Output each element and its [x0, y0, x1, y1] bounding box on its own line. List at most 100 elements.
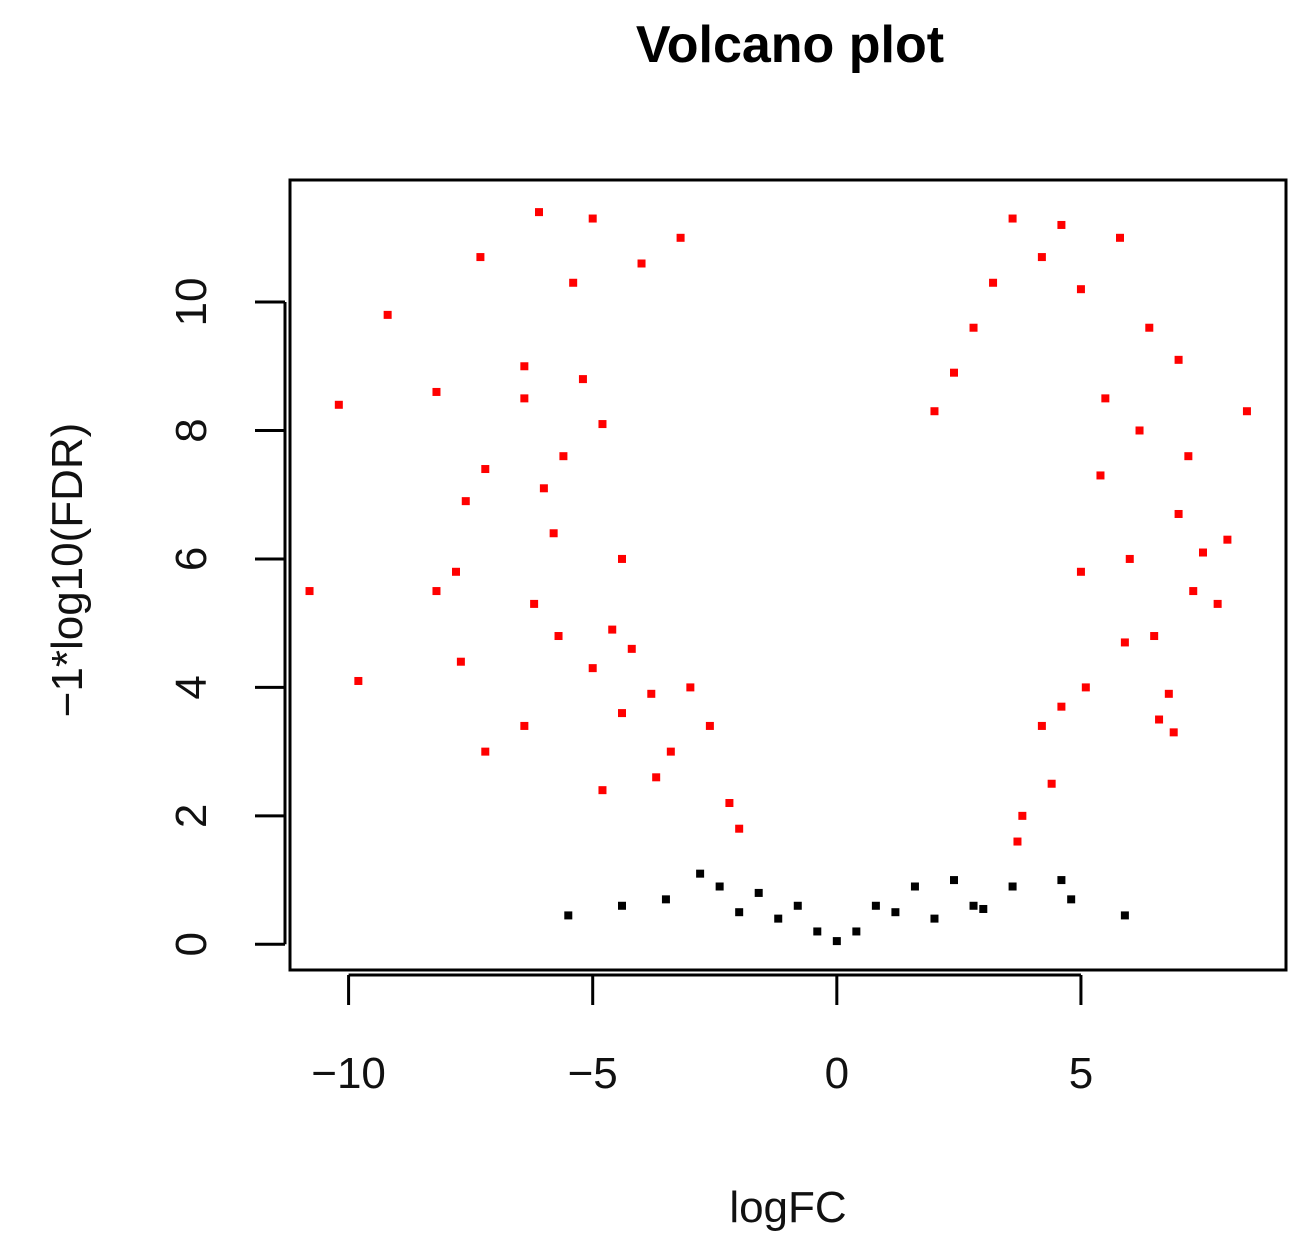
significant-point — [618, 709, 626, 718]
nonsignificant-point — [754, 888, 763, 897]
significant-point — [989, 278, 998, 287]
significant-point — [481, 747, 490, 756]
points-layer — [305, 208, 1251, 946]
significant-point — [1008, 214, 1017, 223]
significant-point — [578, 375, 587, 384]
nonsignificant-point — [871, 901, 880, 910]
significant-point — [705, 721, 714, 730]
significant-point — [735, 824, 744, 833]
significant-point — [530, 599, 539, 608]
y-tick-label: 0 — [167, 932, 216, 956]
significant-point — [930, 407, 939, 416]
x-tick-label: 5 — [1069, 1049, 1093, 1098]
significant-point — [1155, 715, 1164, 724]
y-tick-label: 10 — [167, 278, 216, 327]
chart-title: Volcano plot — [636, 16, 944, 74]
significant-point — [725, 799, 734, 808]
nonsignificant-point — [1057, 876, 1066, 885]
significant-point — [652, 773, 661, 782]
significant-point — [637, 259, 646, 268]
nonsignificant-point — [813, 927, 822, 936]
significant-point — [1081, 683, 1090, 692]
significant-point — [1174, 509, 1183, 518]
significant-point — [608, 625, 617, 634]
significant-point — [1145, 323, 1154, 332]
significant-point — [1169, 728, 1178, 737]
significant-point — [452, 567, 460, 576]
significant-point — [1076, 285, 1085, 294]
significant-point — [432, 387, 441, 396]
significant-point — [1184, 452, 1193, 461]
significant-point — [354, 676, 363, 685]
nonsignificant-point — [852, 927, 861, 936]
significant-point — [520, 721, 529, 730]
nonsignificant-point — [910, 882, 919, 891]
significant-point — [1018, 811, 1027, 820]
y-tick-label: 8 — [167, 418, 216, 442]
nonsignificant-point — [979, 904, 988, 913]
significant-point — [950, 368, 958, 377]
significant-point — [1047, 779, 1056, 788]
nonsignificant-point — [1120, 911, 1129, 920]
nonsignificant-point — [969, 901, 978, 910]
nonsignificant-point — [735, 908, 744, 917]
significant-point — [1164, 689, 1173, 698]
significant-point — [1096, 471, 1105, 480]
significant-point — [1013, 837, 1022, 846]
significant-point — [549, 529, 558, 538]
significant-point — [456, 657, 465, 666]
significant-point — [1057, 220, 1066, 229]
significant-point — [1174, 355, 1183, 364]
nonsignificant-point — [715, 882, 724, 891]
significant-point — [1125, 554, 1134, 563]
significant-point — [305, 587, 314, 596]
nonsignificant-point — [950, 876, 958, 885]
nonsignificant-point — [930, 914, 939, 923]
x-axis: −10 −5 0 5 — [311, 973, 1093, 1098]
significant-point — [588, 664, 597, 673]
significant-point — [666, 747, 675, 756]
significant-point — [569, 278, 578, 287]
significant-point — [476, 253, 485, 262]
nonsignificant-point — [618, 901, 626, 910]
y-tick-label: 2 — [167, 804, 216, 828]
significant-point — [618, 554, 626, 563]
nonsignificant-point — [793, 901, 802, 910]
y-axis: 0 2 4 6 8 10 — [167, 278, 287, 957]
y-tick-label: 6 — [167, 547, 216, 571]
y-tick-label: 4 — [167, 675, 216, 699]
significant-point — [969, 323, 978, 332]
x-tick-label: −5 — [568, 1049, 618, 1098]
x-tick-label: −10 — [311, 1049, 386, 1098]
nonsignificant-point — [661, 895, 670, 904]
significant-point — [1037, 721, 1046, 730]
significant-point — [1189, 587, 1198, 596]
significant-point — [481, 465, 490, 474]
significant-point — [598, 420, 607, 429]
significant-point — [520, 362, 529, 371]
nonsignificant-point — [891, 908, 900, 917]
significant-point — [1150, 632, 1159, 641]
plot-frame — [288, 178, 1288, 972]
significant-point — [1037, 253, 1046, 262]
significant-point — [588, 214, 597, 223]
significant-point — [1135, 426, 1144, 435]
significant-point — [1242, 407, 1251, 416]
significant-point — [1057, 702, 1066, 711]
significant-point — [334, 400, 343, 409]
significant-point — [1116, 233, 1124, 242]
significant-point — [1199, 548, 1207, 557]
significant-point — [1101, 394, 1110, 403]
significant-point — [686, 683, 695, 692]
y-axis-label: −1*log10(FDR) — [43, 423, 92, 718]
nonsignificant-point — [774, 914, 783, 923]
significant-point — [554, 632, 563, 641]
nonsignificant-point — [832, 937, 841, 946]
significant-point — [520, 394, 529, 403]
significant-point — [676, 233, 685, 242]
significant-point — [461, 497, 470, 506]
significant-point — [535, 208, 543, 217]
significant-point — [432, 587, 441, 596]
x-tick-label: 0 — [825, 1049, 849, 1098]
